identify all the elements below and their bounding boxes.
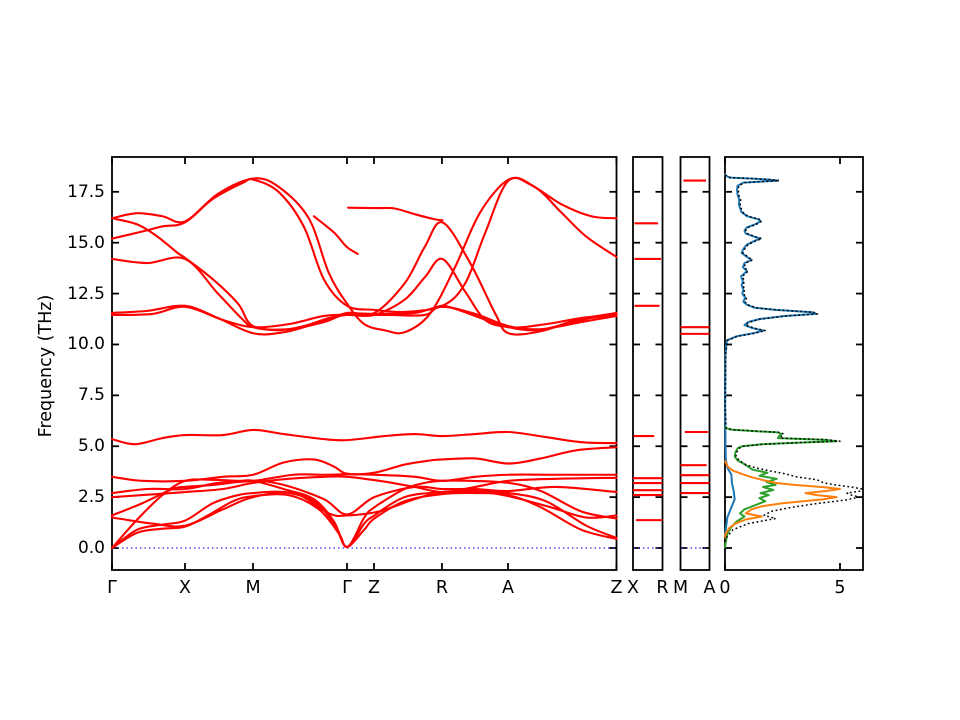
phonon-band-curve — [347, 206, 444, 222]
partial-dos-1-curve — [724, 173, 817, 536]
y-tick-label: 7.5 — [77, 385, 105, 406]
x-tick-label-main: M — [245, 578, 261, 598]
phonon-band-curve — [110, 217, 618, 331]
x-tick-label-main: R — [435, 578, 449, 598]
phonon-band-curve — [110, 256, 618, 332]
x-tick-label-main: A — [502, 578, 515, 598]
band-structure-panel-frame — [111, 156, 618, 571]
x-tick-label-main: Γ — [107, 578, 117, 598]
y-tick-label: 10.0 — [67, 334, 105, 355]
phonon-band-curve — [110, 428, 618, 446]
partial-dos-3-curve — [724, 460, 841, 538]
x-tick-label-main: Γ — [342, 578, 352, 598]
y-tick-label: 15.0 — [67, 232, 105, 253]
x-tick-label-main: Z — [367, 578, 380, 598]
phonon-band-curve — [110, 475, 618, 499]
phonon-band-curve — [110, 304, 618, 329]
phonon-band-curve — [110, 490, 618, 528]
x-tick-label-MA: M — [672, 578, 689, 598]
panel-MA-frame — [679, 156, 711, 571]
y-tick-label: 5.0 — [77, 436, 105, 457]
x-tick-label-dos: 0 — [719, 578, 731, 598]
x-tick-label-main: Z — [610, 578, 623, 598]
y-tick-label: 2.5 — [77, 487, 105, 508]
x-tick-label-main: X — [179, 578, 191, 598]
panel-XR-frame — [632, 156, 664, 571]
phonon-band-curve — [110, 221, 618, 336]
phonon-band-curve — [110, 479, 618, 517]
y-tick-label: 12.5 — [67, 283, 105, 304]
x-tick-label-XR: R — [656, 578, 669, 598]
x-tick-label-XR: X — [627, 578, 639, 598]
y-tick-label: 0.0 — [77, 538, 105, 559]
partial-dos-2-curve — [724, 425, 838, 549]
x-tick-label-MA: A — [703, 578, 716, 598]
y-tick-label: 17.5 — [67, 181, 105, 202]
phonon-band-curve — [312, 215, 359, 255]
x-tick-label-dos: 5 — [834, 578, 846, 598]
phonon-band-curve — [110, 176, 618, 314]
phonon-band-curve — [110, 446, 618, 483]
